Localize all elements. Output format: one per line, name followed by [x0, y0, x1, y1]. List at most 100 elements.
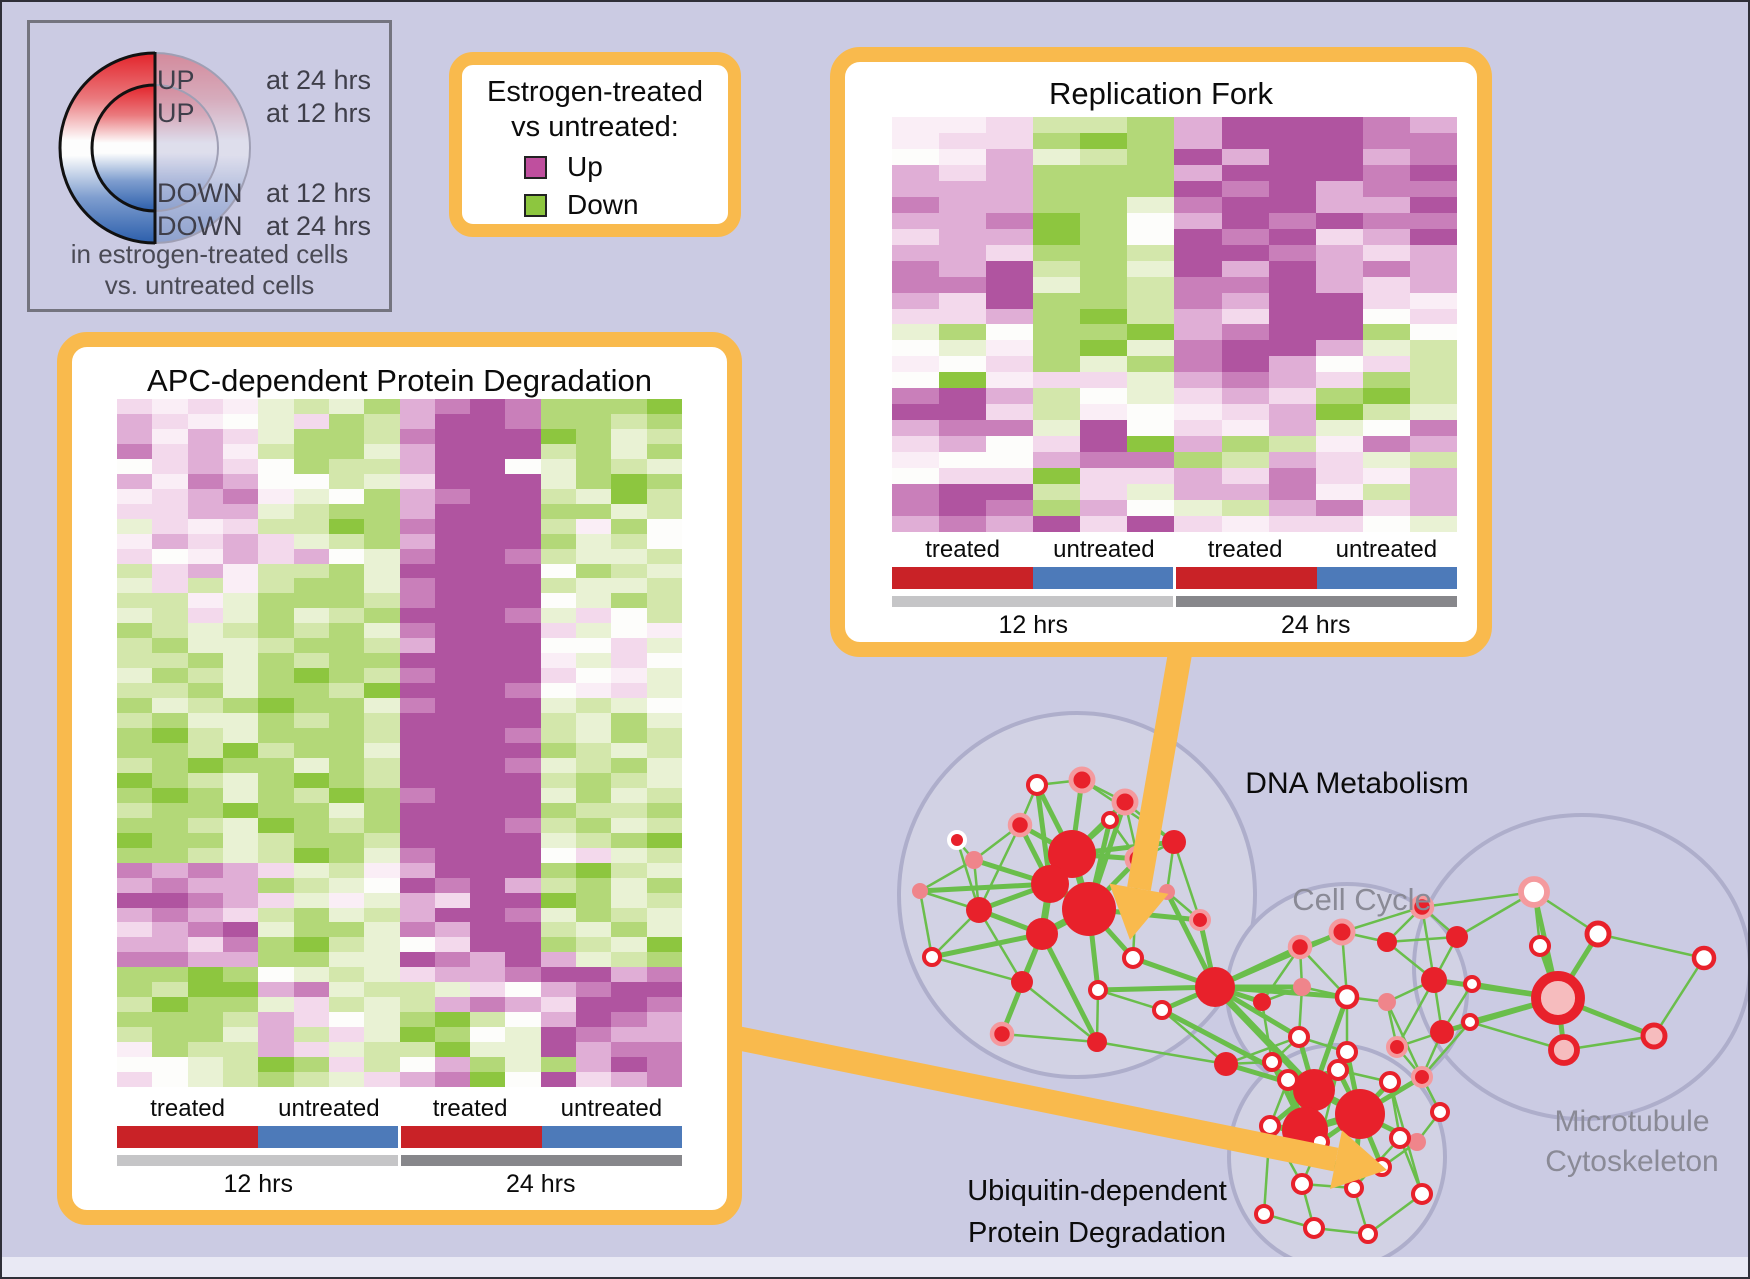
heatmap-cell — [892, 516, 940, 532]
heatmap-cell — [293, 982, 329, 998]
heatmap-cell — [646, 997, 682, 1013]
heatmap-cell — [434, 578, 471, 594]
heatmap-cell — [576, 862, 612, 878]
heatmap-cell — [939, 117, 987, 133]
heatmap-cell — [1315, 260, 1363, 277]
heatmap-cell — [646, 533, 682, 549]
heatmap-cell — [434, 1057, 471, 1073]
heatmap-cell — [892, 468, 940, 485]
heatmap-cell — [646, 428, 682, 444]
heatmap-cell — [399, 757, 435, 773]
heatmap-cell — [1127, 260, 1175, 277]
heatmap-cell — [505, 698, 541, 714]
heatmap-cell — [258, 473, 294, 489]
heatmap-cell — [293, 952, 329, 968]
heatmap-cell — [117, 1012, 153, 1028]
heatmap-cell — [470, 488, 506, 504]
heatmap-cell — [187, 1042, 223, 1058]
heatmap-cell — [293, 728, 329, 743]
heatmap-cell — [152, 728, 188, 743]
heatmap-cell — [939, 148, 987, 165]
heatmap-cell — [187, 473, 223, 489]
heatmap-cell — [258, 638, 294, 654]
heatmap-cell — [222, 608, 259, 624]
heatmap-cell — [328, 787, 365, 803]
heatmap-cell — [293, 892, 329, 908]
heatmap-cell — [117, 623, 153, 639]
heatmap-cell — [152, 668, 188, 684]
heatmap-cell — [117, 1042, 153, 1058]
heatmap-cell — [152, 847, 188, 863]
network-edge — [1260, 1001, 1274, 1063]
heatmap-cell — [986, 260, 1034, 277]
heatmap-cell — [939, 228, 987, 245]
heatmap-cell — [470, 1072, 506, 1087]
heatmap-cell — [1362, 276, 1410, 293]
network-edge — [1212, 984, 1317, 1093]
heatmap-cell — [1221, 468, 1269, 485]
heatmap-cell — [399, 548, 435, 564]
heatmap-cell — [399, 907, 435, 923]
heatmap-cell — [505, 533, 541, 549]
heatmap-cell — [1362, 388, 1410, 405]
heatmap-cell — [646, 623, 682, 639]
heatmap-cell — [399, 623, 435, 639]
heatmap-cell — [986, 324, 1034, 341]
heatmap-cell — [1127, 148, 1175, 165]
heatmap-cell — [1409, 212, 1457, 229]
heatmap-cell — [1080, 356, 1128, 373]
heatmap-cell — [646, 503, 682, 519]
heatmap-cell — [611, 668, 647, 684]
heatmap-cell — [611, 683, 647, 699]
heatmap-cell — [258, 728, 294, 743]
heatmap-cell — [1315, 228, 1363, 245]
heatmap-cell — [1362, 244, 1410, 261]
heatmap-cell — [222, 548, 259, 564]
heatmap-cell — [152, 862, 188, 878]
heatmap-cell — [399, 1012, 435, 1028]
ring-label-up-12: UP at 12 hrs — [157, 98, 371, 129]
heatmap-cell — [1409, 196, 1457, 213]
heatmap-cell — [152, 1042, 188, 1058]
heatmap-cell — [328, 413, 365, 429]
heatmap-cell — [364, 892, 400, 908]
heatmap-cell — [939, 324, 987, 341]
network-edge — [1367, 1192, 1423, 1236]
heatmap-cell — [646, 728, 682, 743]
heatmap-cell — [1268, 276, 1316, 293]
heatmap-cell — [364, 922, 400, 938]
heatmap-cell — [293, 743, 329, 758]
heatmap-cell — [540, 1042, 577, 1058]
heatmap-cell — [258, 802, 294, 818]
heatmap-cell — [1268, 468, 1316, 485]
heatmap-cell — [434, 683, 471, 699]
heatmap-cell — [222, 937, 259, 953]
heatmap-cell — [1127, 340, 1175, 357]
heatmap-cell — [152, 1012, 188, 1028]
heatmap-cell — [222, 907, 259, 923]
condition-color-bar — [1173, 567, 1317, 589]
heatmap-cell — [293, 563, 329, 579]
heatmap-cell — [1174, 308, 1222, 325]
heatmap-cell — [364, 413, 400, 429]
heatmap-cell — [646, 832, 682, 848]
heatmap-cell — [611, 1057, 647, 1073]
heatmap-cell — [505, 683, 541, 699]
heatmap-cell — [434, 1072, 471, 1087]
heatmap-cell — [611, 1027, 647, 1043]
heatmap-cell — [576, 817, 612, 833]
heatmap-cell — [434, 608, 471, 624]
heatmap-cell — [117, 593, 153, 609]
heatmap-cell — [152, 518, 188, 534]
heatmap-cell — [117, 578, 153, 594]
heatmap-cell — [1409, 292, 1457, 309]
heatmap-cell — [611, 937, 647, 953]
heatmap-cell — [470, 952, 506, 968]
heatmap-cell — [152, 503, 188, 519]
heatmap-cell — [1315, 340, 1363, 357]
heatmap-cell — [222, 1042, 259, 1058]
heatmap-cell — [222, 1012, 259, 1028]
heatmap-cell — [364, 1027, 400, 1043]
heatmap-cell — [611, 877, 647, 893]
network-node — [1048, 830, 1096, 878]
